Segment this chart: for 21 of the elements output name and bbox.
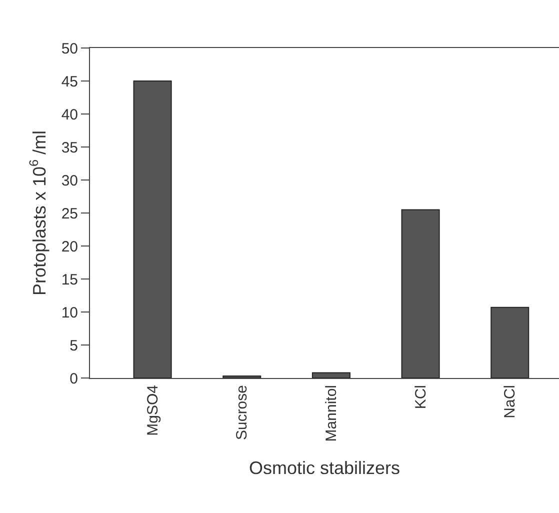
bar: [312, 372, 350, 378]
x-tick-label: Mannitol: [323, 385, 340, 442]
bar: [401, 209, 440, 378]
x-tick-label: MgSO4: [144, 385, 162, 436]
y-tick-label: 15: [61, 271, 78, 288]
y-tick-label: 50: [61, 40, 78, 58]
y-tick-label: 45: [61, 73, 78, 90]
y-tick-label: 40: [61, 106, 78, 124]
y-tick-label: 35: [61, 139, 78, 156]
y-tick-label: 20: [61, 238, 78, 256]
x-tick-label: KCl: [412, 385, 430, 410]
bar: [133, 80, 172, 378]
x-axis-title: Osmotic stabilizers: [248, 458, 400, 478]
x-tick-label: Sucrose: [234, 385, 251, 440]
y-tick-label: 0: [70, 370, 78, 388]
bar: [490, 306, 530, 378]
y-tick-label: 10: [61, 304, 78, 322]
x-tick-label: NaCl: [502, 385, 519, 418]
y-tick-label: 25: [61, 205, 78, 222]
y-tick-label: 30: [61, 172, 78, 190]
y-tick-label: 5: [70, 337, 78, 354]
